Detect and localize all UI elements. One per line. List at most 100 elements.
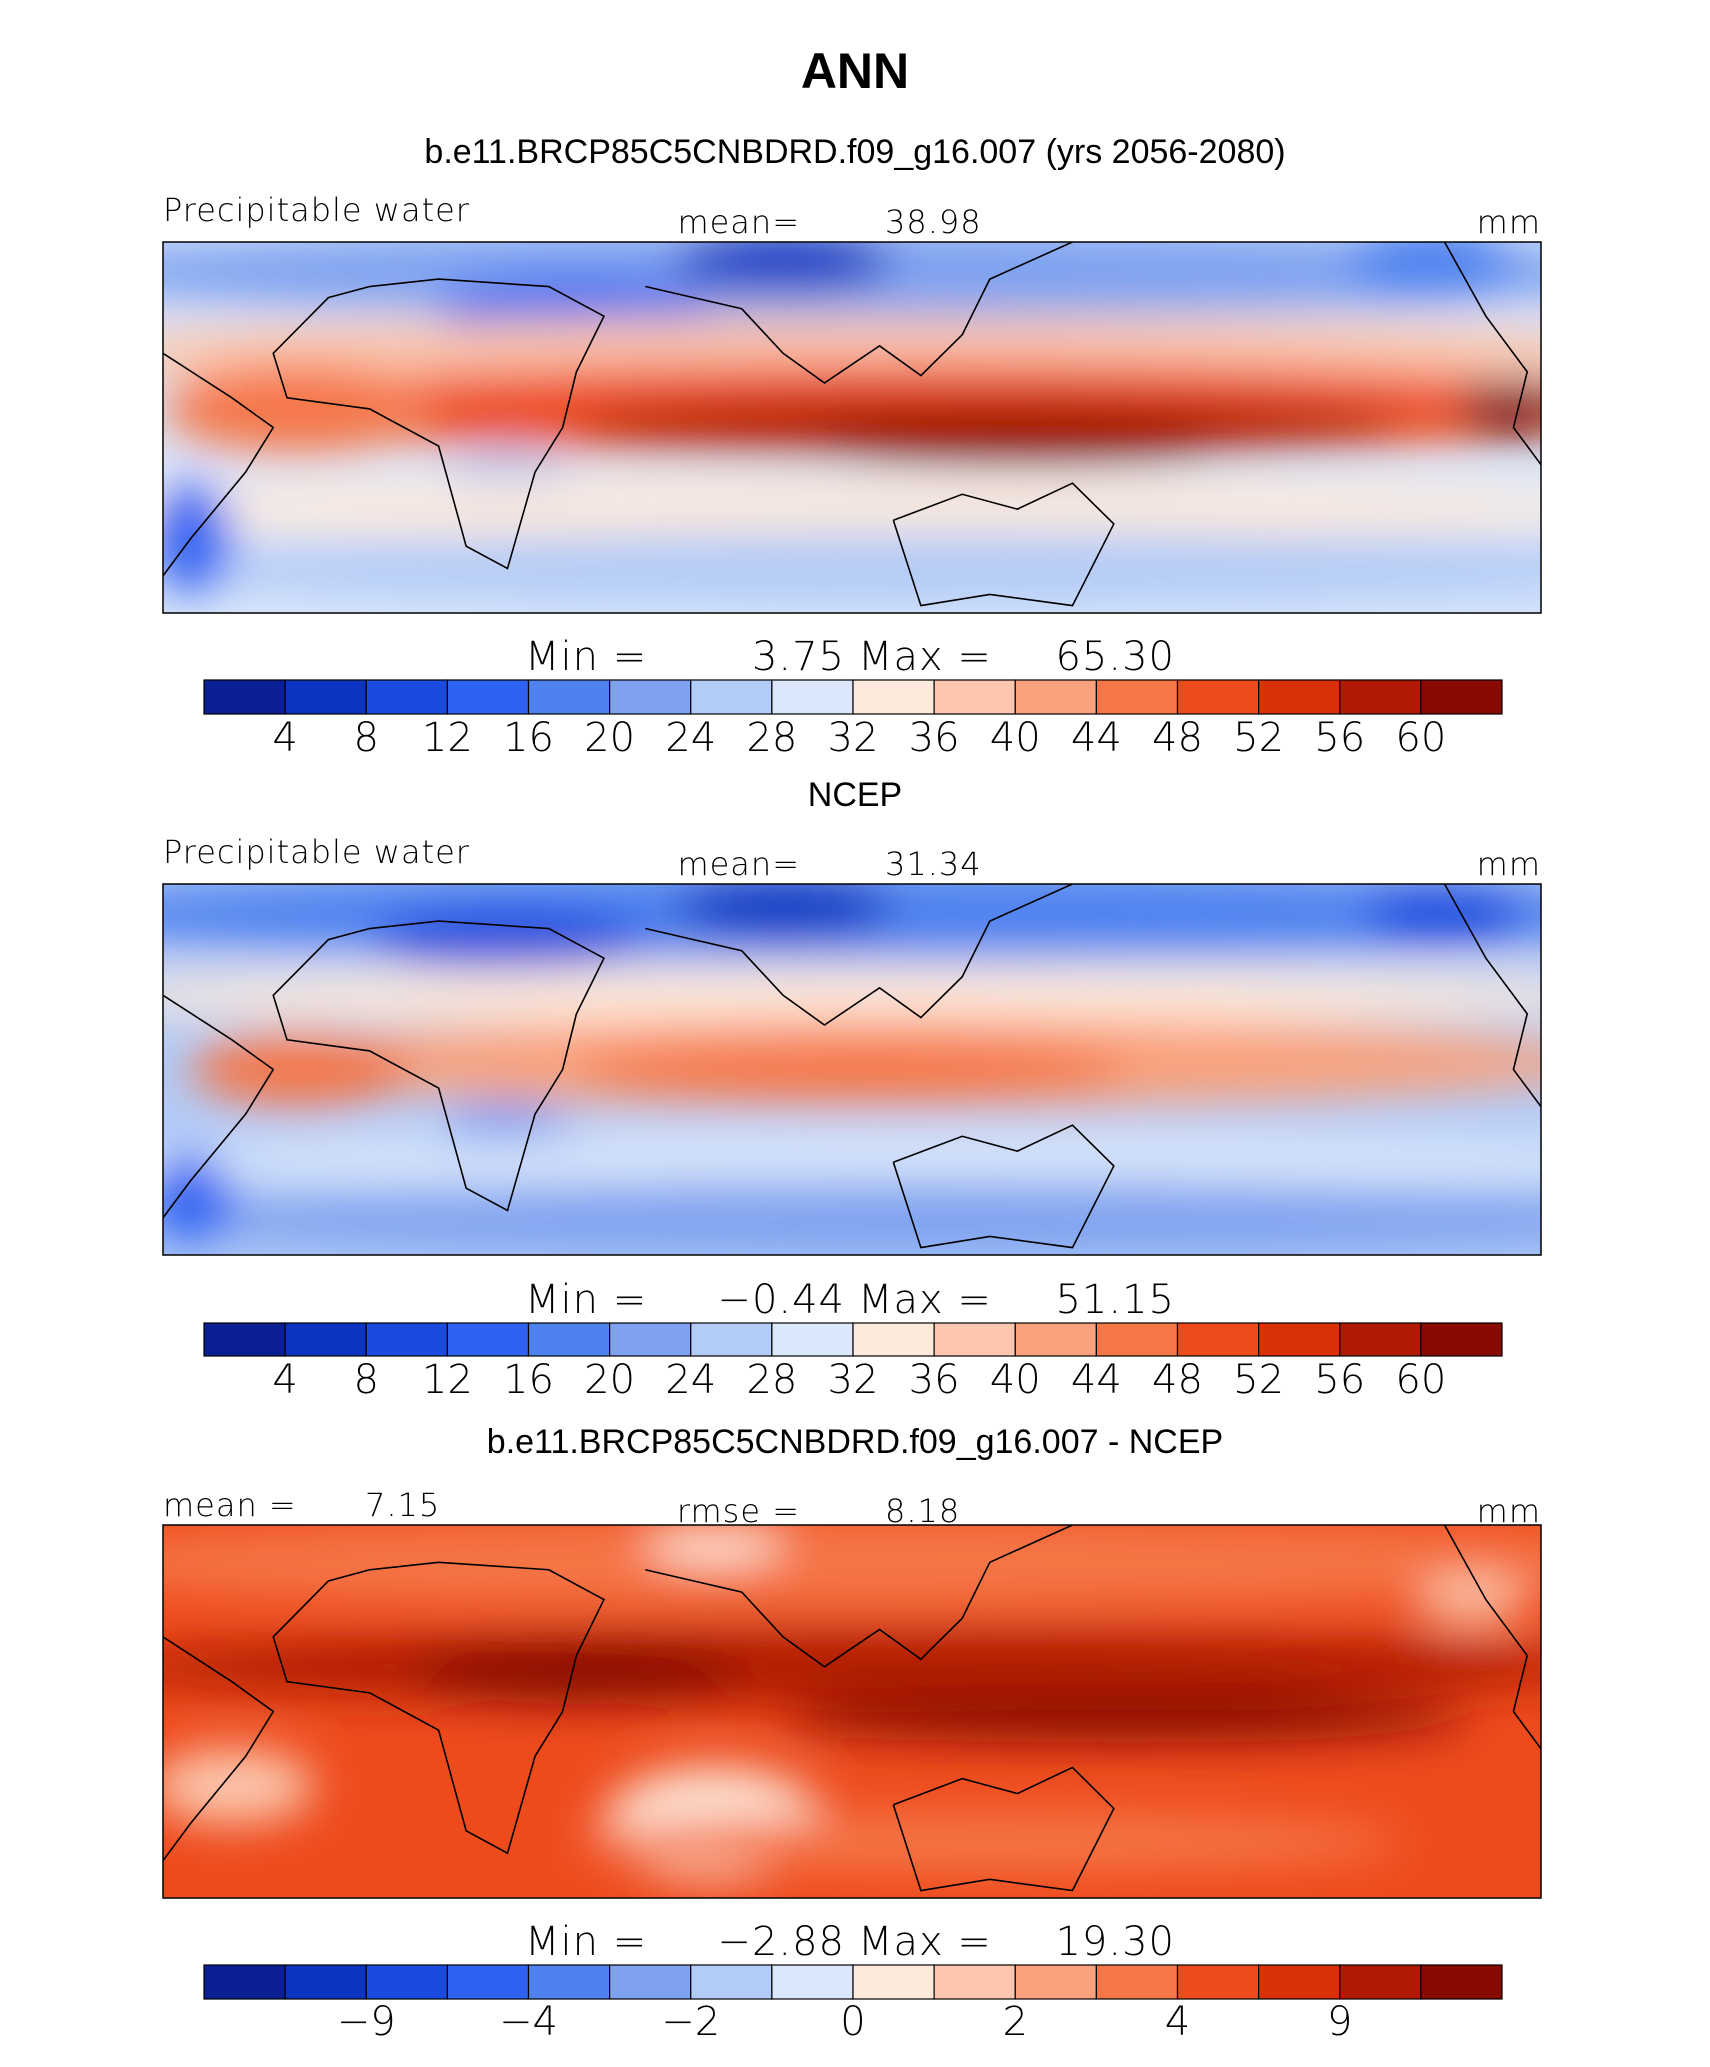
colorbar-swatch: [771, 1964, 854, 2000]
min-label: Min =: [525, 1919, 647, 1965]
colorbar-label: 52: [1233, 715, 1284, 761]
colorbar-swatch: [1014, 1964, 1097, 2000]
field-blob: [411, 1644, 742, 1705]
coastline: [645, 884, 1073, 1026]
max-label: Max =: [858, 1919, 992, 1965]
colorbar-swatch: [609, 1964, 692, 2000]
colorbar-label: 40: [990, 715, 1041, 761]
field-blob: [783, 1696, 1473, 1742]
center-label: mean=: [677, 203, 800, 241]
field-blob: [163, 1154, 232, 1244]
field-blob: [163, 364, 439, 454]
colorbar-label: 48: [1152, 715, 1203, 761]
colorbar-swatch: [527, 1964, 611, 2000]
max-label: Max =: [858, 634, 992, 680]
colorbar-swatch: [365, 679, 448, 715]
left-label: Precipitable water: [163, 833, 470, 871]
colorbar-label: 8: [354, 1357, 379, 1403]
units-label: mm: [1477, 203, 1541, 241]
colorbar-label: 24: [665, 715, 716, 761]
max-label: Max =: [858, 1277, 992, 1323]
left-label: mean =: [163, 1486, 297, 1524]
colorbar-swatch: [1014, 679, 1097, 715]
colorbar-label: 36: [909, 715, 960, 761]
colorbar-swatch: [852, 1964, 935, 2000]
colorbar-label: 48: [1152, 1357, 1203, 1403]
colorbar-swatch: [1339, 679, 1422, 715]
colorbar-label: 24: [665, 1357, 716, 1403]
field-blob: [163, 1132, 1541, 1192]
field-blob: [163, 1629, 1541, 1705]
colorbar-label: 40: [990, 1357, 1041, 1403]
map-field: [163, 242, 1541, 613]
field-blob: [369, 909, 646, 970]
colorbar-label: −4: [499, 1999, 558, 2045]
colorbar-swatch: [1095, 1964, 1179, 2000]
figure-title: ANN: [801, 43, 909, 99]
colorbar-swatch: [933, 1964, 1016, 2000]
map-frame: [162, 883, 1542, 1256]
field-blob: [672, 242, 894, 291]
field-blobs: [163, 242, 1541, 606]
colorbar-label: −2: [661, 1999, 720, 2045]
field-blob: [163, 965, 1541, 1025]
min-value: 3.75: [752, 634, 845, 680]
colorbar-swatch: [203, 679, 286, 715]
colorbar-swatch: [203, 1322, 286, 1357]
panel-title: b.e11.BRCP85C5CNBDRD.f09_g16.007 (yrs 20…: [424, 133, 1285, 171]
coastline: [1443, 242, 1541, 466]
min-value: −2.88: [717, 1919, 845, 1965]
colorbar-swatch: [284, 679, 367, 715]
coastline: [163, 1636, 275, 1862]
coastline: [1443, 1525, 1541, 1750]
coastline: [272, 920, 606, 1212]
coastline: [163, 352, 275, 577]
coastline: [1443, 884, 1541, 1108]
colorbar-swatch: [1258, 679, 1341, 715]
max-value: 65.30: [1055, 634, 1175, 680]
colorbar-label: 32: [828, 1357, 879, 1403]
colorbar-label: 4: [272, 715, 297, 761]
colorbar-label: 9: [1327, 1999, 1352, 2045]
map-field: [163, 884, 1541, 1255]
center-label: mean=: [677, 845, 800, 883]
field-blob: [163, 1180, 1541, 1255]
center-value: 31.34: [885, 845, 982, 883]
colorbar-label: 60: [1395, 1357, 1446, 1403]
map-frame: [162, 1524, 1542, 1899]
colorbar-label: 56: [1314, 715, 1365, 761]
colorbar-label: 36: [909, 1357, 960, 1403]
colorbar-label: 16: [503, 715, 554, 761]
coastline: [272, 1561, 606, 1855]
colorbar-swatch: [446, 1322, 530, 1357]
field-blob: [163, 483, 232, 595]
colorbar-swatch: [284, 1322, 367, 1357]
colorbar-label: 12: [422, 715, 473, 761]
field-blobs: [163, 1525, 1541, 1880]
field-blob: [163, 1525, 1541, 1608]
colorbar-label: 0: [840, 1999, 865, 2045]
field-blob: [163, 1748, 315, 1824]
min-label: Min =: [525, 1277, 647, 1323]
colorbar-swatch: [1258, 1964, 1341, 2000]
colorbar-label: 52: [1233, 1357, 1284, 1403]
colorbar-label: 56: [1314, 1357, 1365, 1403]
colorbar-label: 12: [422, 1357, 473, 1403]
map-frame: [162, 241, 1542, 614]
colorbar-label: 60: [1395, 715, 1446, 761]
field-blob: [645, 1525, 784, 1563]
field-blob: [1416, 1577, 1528, 1622]
field-blob: [190, 1032, 412, 1107]
panel-title: b.e11.BRCP85C5CNBDRD.f09_g16.007 - NCEP: [487, 1423, 1223, 1461]
colorbar-swatch: [284, 1964, 367, 2000]
colorbar-label: 28: [746, 715, 797, 761]
min-label: Min =: [525, 634, 647, 680]
coastline: [272, 278, 606, 570]
colorbar-label: −9: [337, 1999, 396, 2045]
colorbar-swatch: [1420, 679, 1503, 715]
units-label: mm: [1477, 845, 1541, 883]
field-blob: [576, 1812, 1404, 1872]
colorbar-swatch: [1339, 1322, 1422, 1357]
